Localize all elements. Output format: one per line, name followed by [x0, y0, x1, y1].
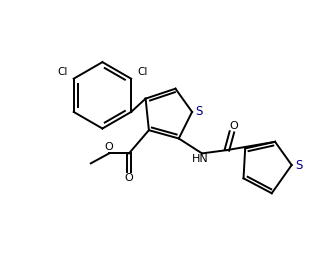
Text: Cl: Cl: [137, 67, 147, 77]
Text: S: S: [196, 105, 203, 119]
Text: O: O: [229, 121, 238, 131]
Text: O: O: [105, 143, 114, 152]
Text: S: S: [295, 159, 303, 171]
Text: O: O: [124, 173, 133, 183]
Text: Cl: Cl: [58, 67, 68, 77]
Text: HN: HN: [192, 154, 209, 164]
